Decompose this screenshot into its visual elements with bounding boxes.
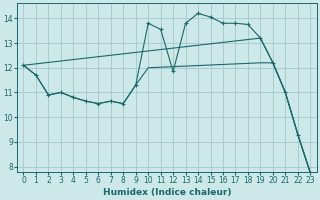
X-axis label: Humidex (Indice chaleur): Humidex (Indice chaleur) xyxy=(103,188,231,197)
